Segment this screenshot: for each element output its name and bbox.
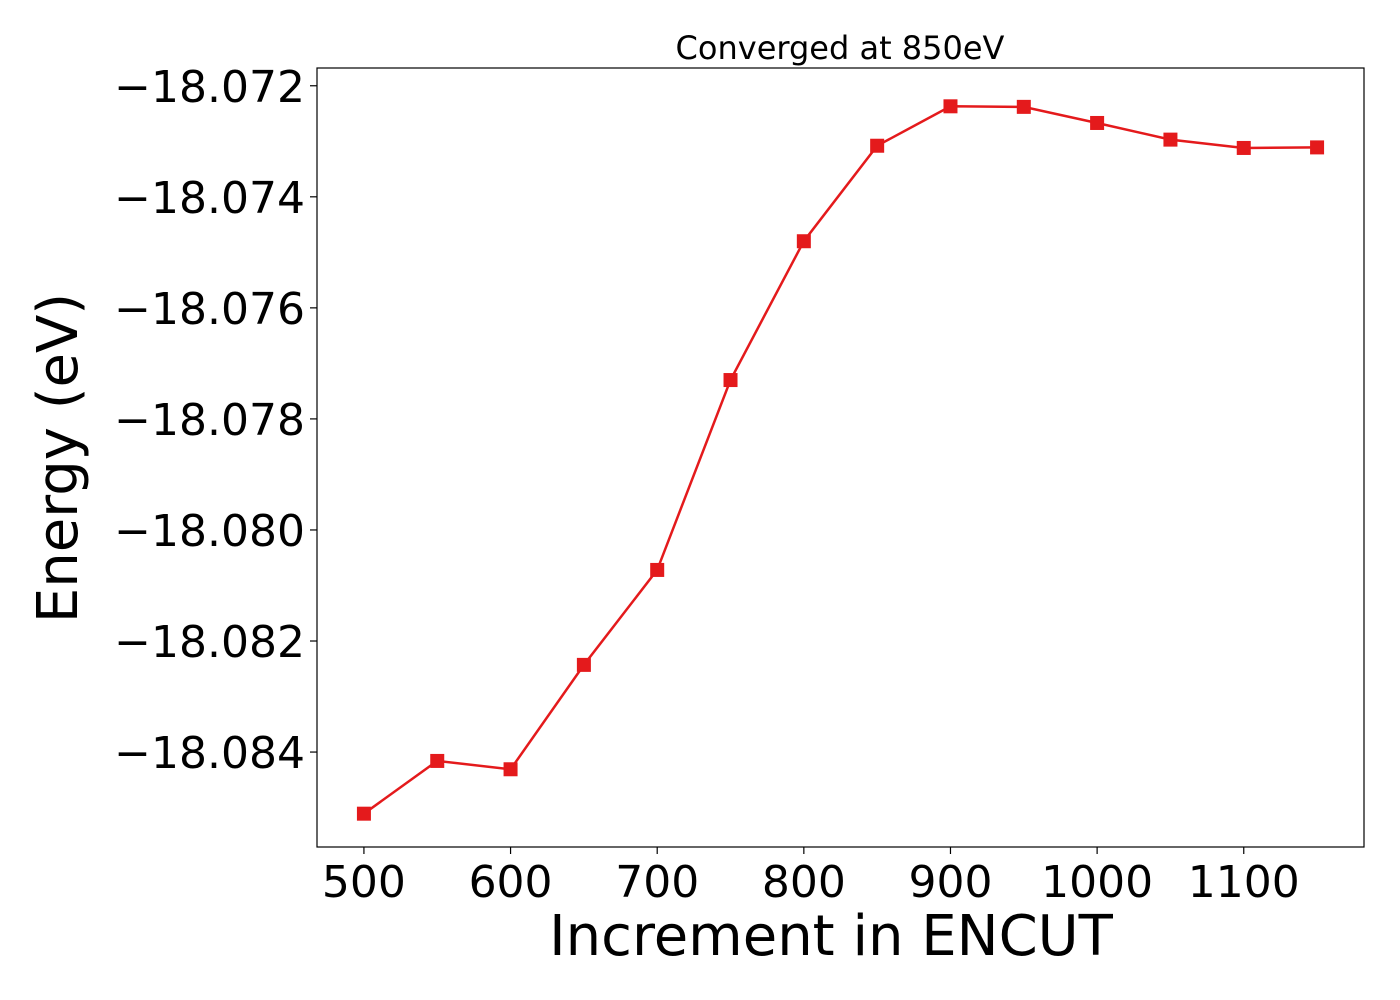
y-tick-label: −18.082	[114, 617, 305, 668]
y-axis: −18.084 −18.082 −18.080 −18.078 −18.076 −18.0…	[114, 62, 317, 779]
chart-title: Converged at 850eV	[676, 29, 1005, 67]
data-point	[943, 99, 958, 114]
y-tick-label: −18.076	[114, 284, 305, 335]
data-point	[576, 657, 591, 672]
data-point	[356, 806, 371, 821]
data-point	[503, 762, 518, 777]
x-tick-label: 500	[322, 857, 406, 908]
data-point	[1236, 140, 1251, 155]
y-axis-label: Energy (eV)	[26, 293, 91, 623]
x-tick-label: 800	[762, 857, 846, 908]
x-tick-label: 900	[908, 857, 992, 908]
x-axis: 500 600 700 800 900 1000 1100	[322, 847, 1300, 908]
series-layer	[356, 99, 1325, 821]
x-tick-label: 1000	[1041, 857, 1153, 908]
x-axis-label: Increment in ENCUT	[549, 904, 1114, 969]
data-point	[1016, 99, 1031, 114]
data-point	[430, 753, 445, 768]
y-tick-label: −18.084	[114, 728, 305, 779]
series-line	[363, 105, 1318, 815]
data-point	[1090, 115, 1105, 130]
x-tick-label: 600	[469, 857, 553, 908]
y-tick-label: −18.080	[114, 506, 305, 557]
y-tick-label: −18.078	[114, 395, 305, 446]
data-point	[723, 373, 738, 388]
data-point	[650, 562, 665, 577]
y-tick-label: −18.072	[114, 62, 305, 113]
data-point	[870, 138, 885, 153]
data-point	[1163, 132, 1178, 147]
y-tick-label: −18.074	[114, 173, 305, 224]
plot-area	[316, 67, 1365, 848]
data-point	[1310, 140, 1325, 155]
data-point	[796, 234, 811, 249]
x-tick-label: 1100	[1188, 857, 1300, 908]
x-tick-label: 700	[615, 857, 699, 908]
